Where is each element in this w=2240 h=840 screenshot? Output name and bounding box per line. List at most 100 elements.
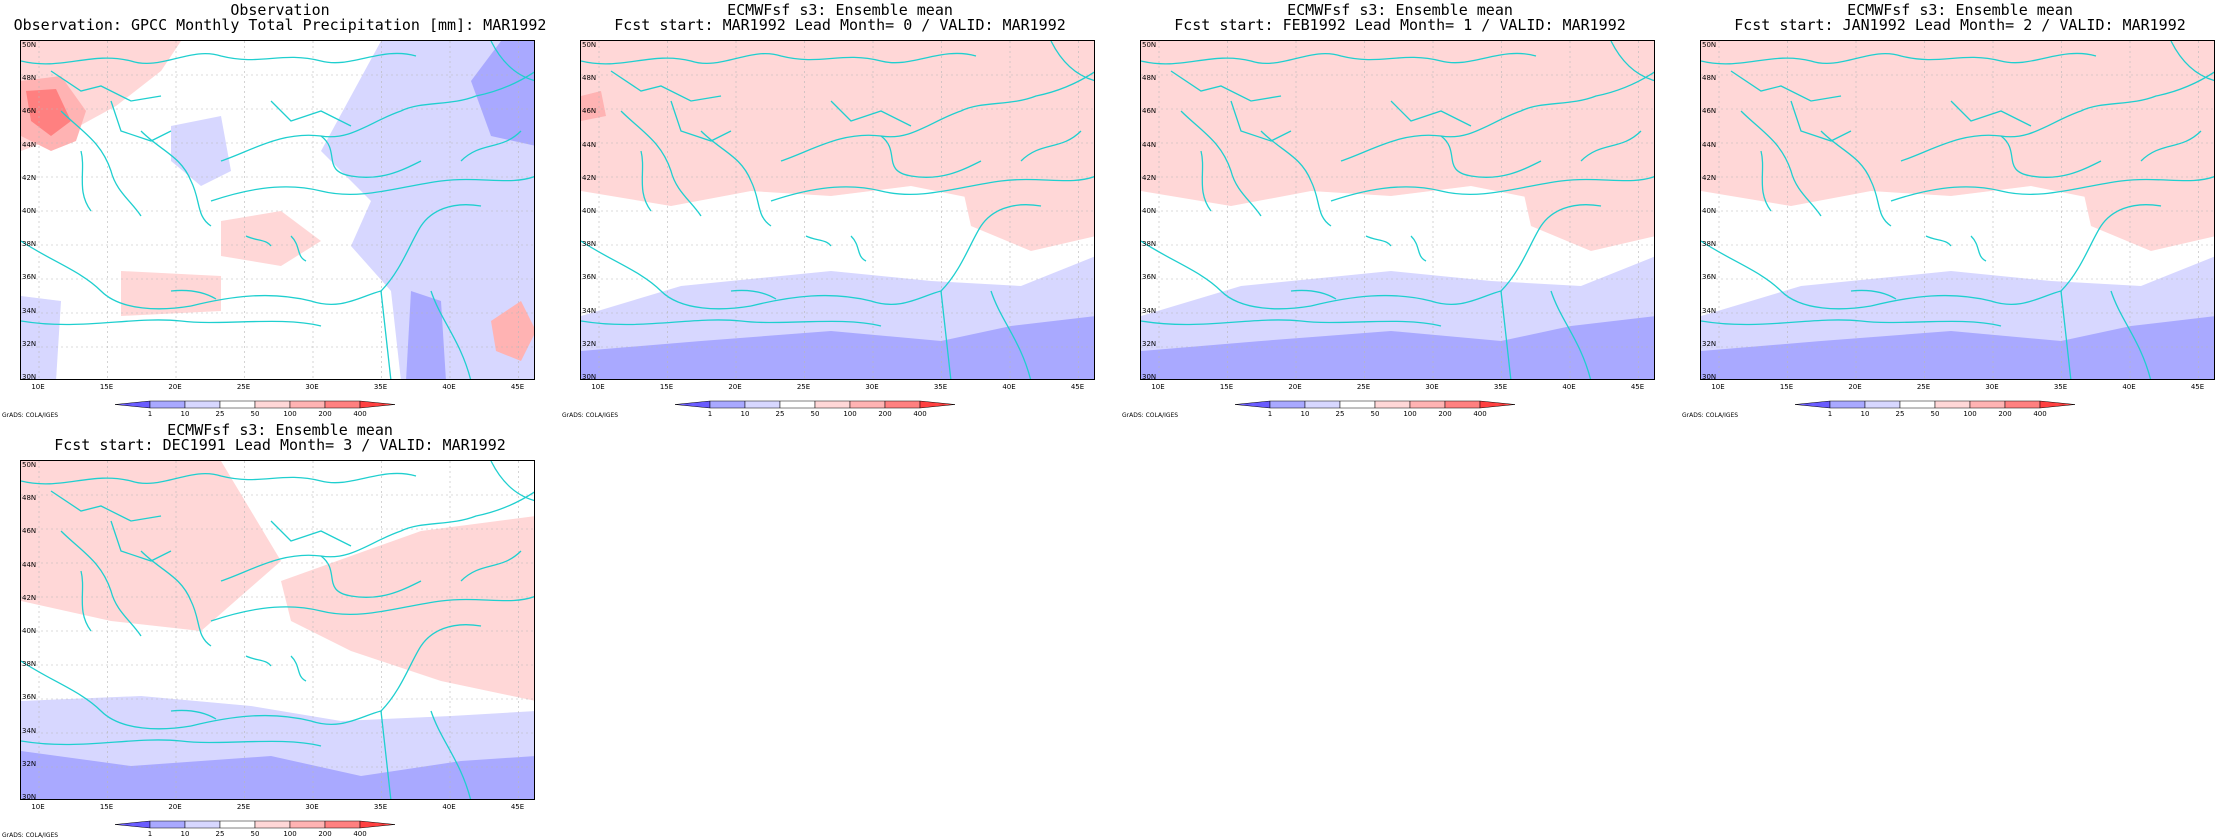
legend-swatch (1304, 400, 1341, 409)
latitude-label: 46N (22, 107, 37, 116)
legend-swatch (1899, 400, 1936, 409)
latitude-label: 44N (582, 140, 597, 149)
coastline (190, 290, 382, 307)
coastline (2060, 204, 2162, 292)
coastline (1550, 290, 1592, 379)
latitude-label: 48N (1142, 74, 1157, 83)
coastline (380, 204, 482, 292)
coastline (21, 52, 417, 65)
longitude-label: 25E (1356, 383, 1371, 391)
coastline (1020, 130, 1082, 162)
legend-swatch (359, 400, 396, 409)
precip-region (1701, 316, 2214, 379)
coastline (1260, 130, 1332, 227)
precip-region (1521, 111, 1654, 251)
panel-subtitle: Fcst start: FEB1992 Lead Month= 1 / VALI… (1174, 16, 1626, 34)
coastline (1410, 235, 1427, 262)
grads-credit: GrADS: COLA/IGES (562, 412, 619, 419)
legend-swatch (2004, 400, 2041, 409)
legend-tick-label: 25 (216, 830, 225, 838)
longitude-label: 40E (1562, 383, 1576, 391)
latitude-label: 50N (22, 461, 37, 469)
legend-swatch (289, 820, 326, 829)
longitude-label: 15E (1219, 383, 1234, 391)
coastline (581, 319, 882, 327)
coastline (380, 290, 392, 379)
coastline (1390, 100, 1472, 127)
legend-swatch (219, 820, 256, 829)
latitude-label: 40N (1142, 207, 1157, 215)
latitude-label: 38N (1142, 240, 1157, 249)
coastline (80, 150, 92, 212)
coastline (50, 490, 162, 522)
color-legend: 1 10 25 50 100 200 400 (1794, 400, 2076, 418)
legend-swatch (709, 400, 746, 409)
legend-swatch (674, 400, 711, 409)
legend-swatch (1969, 400, 2006, 409)
longitude-label: 10E (591, 383, 605, 391)
coastline (1520, 71, 1654, 112)
coastline (1701, 240, 1872, 310)
legend-swatch (289, 400, 326, 409)
latitude-label: 38N (582, 240, 597, 249)
legend-tick-label: 1 (148, 410, 152, 418)
legend-swatch (1934, 400, 1971, 409)
coastline (460, 550, 522, 582)
legend-tick-label: 200 (318, 410, 331, 418)
longitude-label: 40E (442, 383, 456, 391)
longitude-label: 10E (31, 383, 45, 391)
legend-tick-label: 10 (181, 830, 190, 838)
legend-swatch (1864, 400, 1901, 409)
coastline (1870, 290, 2062, 307)
precip-region (321, 41, 534, 379)
coastline (1340, 110, 1522, 162)
latitude-label: 40N (22, 627, 37, 635)
longitude-label: 25E (236, 803, 251, 811)
longitude-label: 15E (99, 383, 114, 391)
legend-tick-label: 25 (1336, 410, 1345, 418)
longitude-label: 30E (1425, 383, 1439, 391)
map-canvas (581, 41, 1094, 379)
longitude-label: 25E (236, 383, 251, 391)
map-canvas (1141, 41, 1654, 379)
precip-region (171, 116, 231, 186)
grads-credit: GrADS: COLA/IGES (2, 832, 59, 839)
legend-swatch (219, 400, 256, 409)
precipitation-map (20, 460, 535, 800)
legend-swatch (149, 820, 186, 829)
coastline (940, 204, 1042, 292)
coastline (1760, 150, 1772, 212)
latitude-label: 40N (22, 207, 37, 215)
legend-tick-label: 10 (1861, 410, 1870, 418)
legend-swatch (1829, 400, 1866, 409)
longitude-label: 15E (659, 383, 674, 391)
coastline (270, 520, 352, 547)
coastline (2140, 130, 2202, 162)
coastline (830, 100, 912, 127)
legend-swatch (849, 400, 886, 409)
latitude-label: 42N (582, 173, 597, 182)
coastline (430, 710, 472, 799)
latitude-label: 44N (22, 140, 37, 149)
latitude-label: 46N (1702, 107, 1717, 116)
latitude-label: 30N (582, 373, 597, 381)
legend-tick-label: 100 (1963, 410, 1976, 418)
latitude-label: 40N (1702, 207, 1717, 215)
coastline (1740, 110, 1822, 217)
coastline (270, 100, 352, 127)
panel-title: Observation (230, 1, 330, 19)
latitude-label: 46N (22, 527, 37, 536)
legend-swatch (1374, 400, 1411, 409)
longitude-label: 20E (168, 803, 182, 811)
precipitation-map (580, 40, 1095, 380)
longitude-label: 35E (373, 383, 388, 391)
latitude-label: 48N (22, 74, 37, 83)
longitude-label: 20E (728, 383, 742, 391)
latitude-label: 34N (582, 306, 597, 315)
latitude-label: 48N (22, 494, 37, 503)
legend-tick-label: 100 (843, 410, 856, 418)
coastline (1200, 150, 1212, 212)
grads-credit: GrADS: COLA/IGES (2, 412, 59, 419)
legend-swatch (1339, 400, 1376, 409)
legend-tick-label: 400 (2033, 410, 2046, 418)
